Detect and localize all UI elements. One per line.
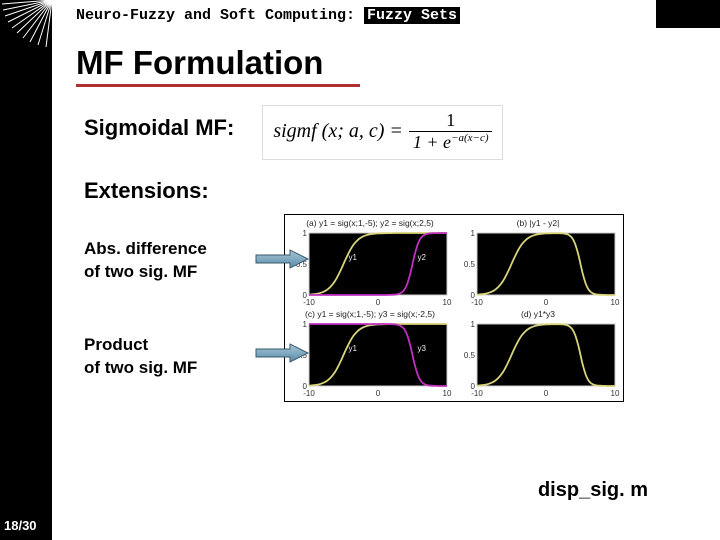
svg-text:y2: y2: [418, 253, 427, 262]
svg-text:0: 0: [376, 298, 381, 307]
svg-text:10: 10: [443, 298, 452, 307]
chart-svg: 00.51-10010y1y2: [288, 229, 452, 307]
extension-item-absdiff: Abs. difference of two sig. MF: [84, 238, 284, 284]
chart-panel: (c) y1 = sig(x;1,-5); y3 = sig(x;-2,5)00…: [288, 309, 452, 398]
filename-label: disp_sig. m: [538, 479, 648, 502]
svg-text:10: 10: [611, 389, 620, 398]
svg-text:10: 10: [611, 298, 620, 307]
svg-text:0: 0: [544, 298, 549, 307]
sidebar-decoration: [0, 0, 52, 540]
rays-icon: [0, 0, 52, 80]
extension-item-product: Product of two sig. MF: [84, 334, 284, 380]
svg-text:-10: -10: [471, 298, 483, 307]
chart-title: (b) |y1 - y2|: [456, 218, 620, 228]
slide-body: Neuro-Fuzzy and Soft Computing: Fuzzy Se…: [52, 0, 720, 540]
svg-text:1: 1: [303, 320, 308, 329]
chart-title: (a) y1 = sig(x;1,-5); y2 = sig(x;2,5): [288, 218, 452, 228]
page-title: MF Formulation: [76, 44, 720, 82]
chart-title: (d) y1*y3: [456, 309, 620, 319]
ext2-line2: of two sig. MF: [84, 358, 197, 377]
course-prefix: Neuro-Fuzzy and Soft Computing:: [76, 7, 364, 24]
chart-panel: (a) y1 = sig(x;1,-5); y2 = sig(x;2,5)00.…: [288, 218, 452, 307]
formula-fraction: 1 1 + e−a(x−c): [409, 110, 493, 153]
arrow-icon: [254, 342, 312, 364]
svg-text:-10: -10: [303, 389, 315, 398]
svg-text:-10: -10: [303, 298, 315, 307]
svg-text:1: 1: [471, 229, 476, 238]
svg-text:10: 10: [443, 389, 452, 398]
page-number: 18/30: [4, 518, 37, 533]
chart-title: (c) y1 = sig(x;1,-5); y3 = sig(x;-2,5): [288, 309, 452, 319]
chart-svg: 00.51-10010y1y3: [288, 320, 452, 398]
svg-text:-10: -10: [471, 389, 483, 398]
ext2-line1: Product: [84, 335, 148, 354]
svg-text:1: 1: [471, 320, 476, 329]
formula-denominator: 1 + e−a(x−c): [409, 132, 493, 153]
extensions-label: Extensions:: [84, 178, 710, 204]
arrow-icon: [254, 248, 312, 270]
svg-text:y1: y1: [349, 253, 358, 262]
svg-text:y3: y3: [418, 344, 427, 353]
sigmoidal-label: Sigmoidal MF:: [84, 115, 234, 141]
course-label: Neuro-Fuzzy and Soft Computing: Fuzzy Se…: [76, 7, 460, 24]
formula-numerator: 1: [442, 110, 459, 131]
svg-text:0.5: 0.5: [464, 351, 476, 360]
svg-text:0: 0: [544, 389, 549, 398]
svg-text:y1: y1: [349, 344, 358, 353]
svg-text:0.5: 0.5: [464, 260, 476, 269]
sigmoidal-formula: sigmf (x; a, c) = 1 1 + e−a(x−c): [262, 105, 503, 160]
formula-lhs: sigmf (x; a, c) =: [273, 120, 403, 143]
charts-grid: (a) y1 = sig(x;1,-5); y2 = sig(x;2,5) 0 0.…: [284, 214, 624, 402]
svg-text:1: 1: [303, 229, 308, 238]
ext1-line2: of two sig. MF: [84, 262, 197, 281]
chart-panel: (d) y1*y300.51-10010: [456, 309, 620, 398]
chart-svg: 00.51-10010: [456, 320, 620, 398]
corner-decoration: [656, 0, 720, 28]
svg-text:0: 0: [376, 389, 381, 398]
chart-panel: (b) |y1 - y2|00.51-10010: [456, 218, 620, 307]
ext1-line1: Abs. difference: [84, 239, 207, 258]
course-highlight: Fuzzy Sets: [364, 7, 460, 24]
extensions-list: Abs. difference of two sig. MF Product o…: [84, 214, 284, 430]
chart-svg: 00.51-10010: [456, 229, 620, 307]
